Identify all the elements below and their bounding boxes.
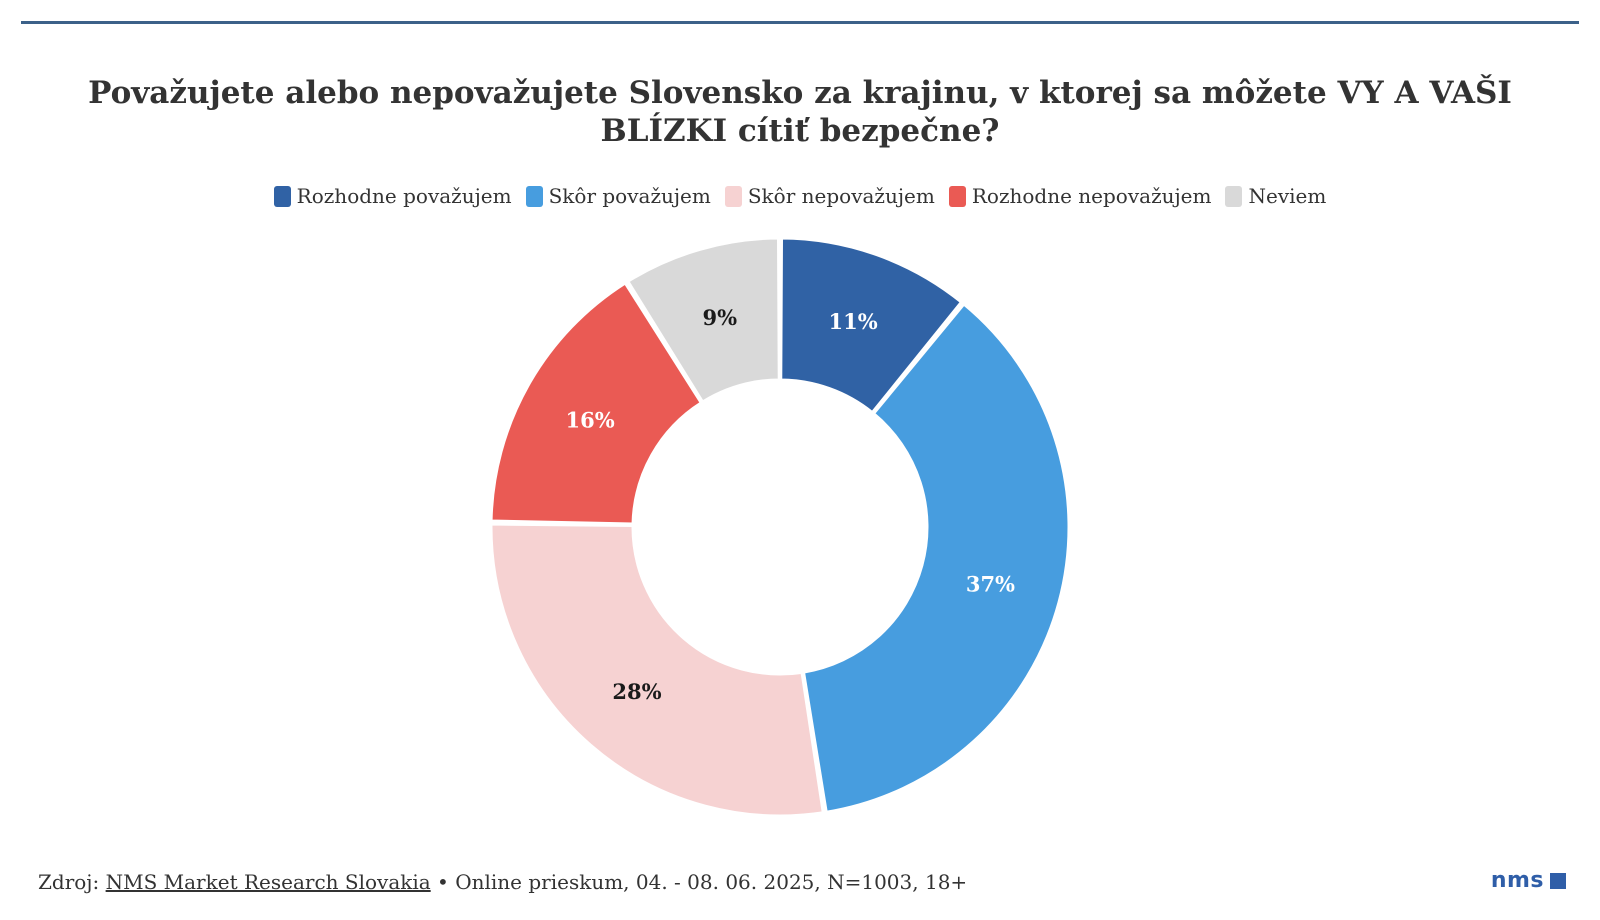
slice-value-label: 11% [829, 309, 878, 334]
legend-swatch [273, 185, 291, 207]
legend-item[interactable]: Rozhodne nepovažujem [948, 182, 1212, 210]
chart-title: Považujete alebo nepovažujete Slovensko … [88, 75, 1512, 149]
donut-slice[interactable] [779, 236, 964, 415]
legend-label: Skôr považujem [548, 184, 711, 208]
donut-slices [489, 236, 1071, 818]
donut-labels: 11% 37% 28% 16% 9% [565, 305, 1015, 704]
donut-slice[interactable] [489, 281, 703, 526]
chart-legend: Rozhodne považujem Skôr považujem Skôr nep… [0, 182, 1600, 210]
logo-text: nms [1490, 868, 1544, 893]
footer-prefix: Zdroj: [38, 870, 106, 894]
footer-details: • Online prieskum, 04. - 08. 06. 2025, N… [430, 870, 968, 894]
slice-value-label: 16% [565, 407, 614, 432]
legend-label: Neviem [1248, 184, 1327, 208]
legend-item[interactable]: Neviem [1225, 182, 1326, 210]
legend-label: Skôr nepovažujem [747, 184, 935, 208]
donut-slice[interactable] [626, 236, 781, 404]
legend-label: Rozhodne nepovažujem [971, 184, 1212, 208]
legend-item[interactable]: Skôr nepovažujem [724, 182, 935, 210]
legend-swatch [948, 185, 966, 207]
source-footer: Zdroj: NMS Market Research Slovakia • On… [38, 870, 967, 894]
square-icon [1550, 872, 1566, 889]
nms-logo: nms [1491, 868, 1566, 893]
legend-swatch [525, 185, 543, 207]
source-link[interactable]: NMS Market Research Slovakia [105, 870, 431, 894]
donut-slice[interactable] [489, 522, 825, 818]
slice-value-label: 37% [966, 571, 1015, 596]
donut-slice[interactable] [802, 302, 1071, 814]
legend-label: Rozhodne považujem [296, 184, 512, 208]
slice-value-label: 28% [612, 679, 661, 704]
legend-swatch [1225, 185, 1243, 207]
slice-value-label: 9% [702, 305, 737, 330]
legend-item[interactable]: Rozhodne považujem [273, 182, 512, 210]
legend-swatch [724, 185, 742, 207]
legend-item[interactable]: Skôr považujem [525, 182, 711, 210]
top-rule [21, 21, 1579, 24]
